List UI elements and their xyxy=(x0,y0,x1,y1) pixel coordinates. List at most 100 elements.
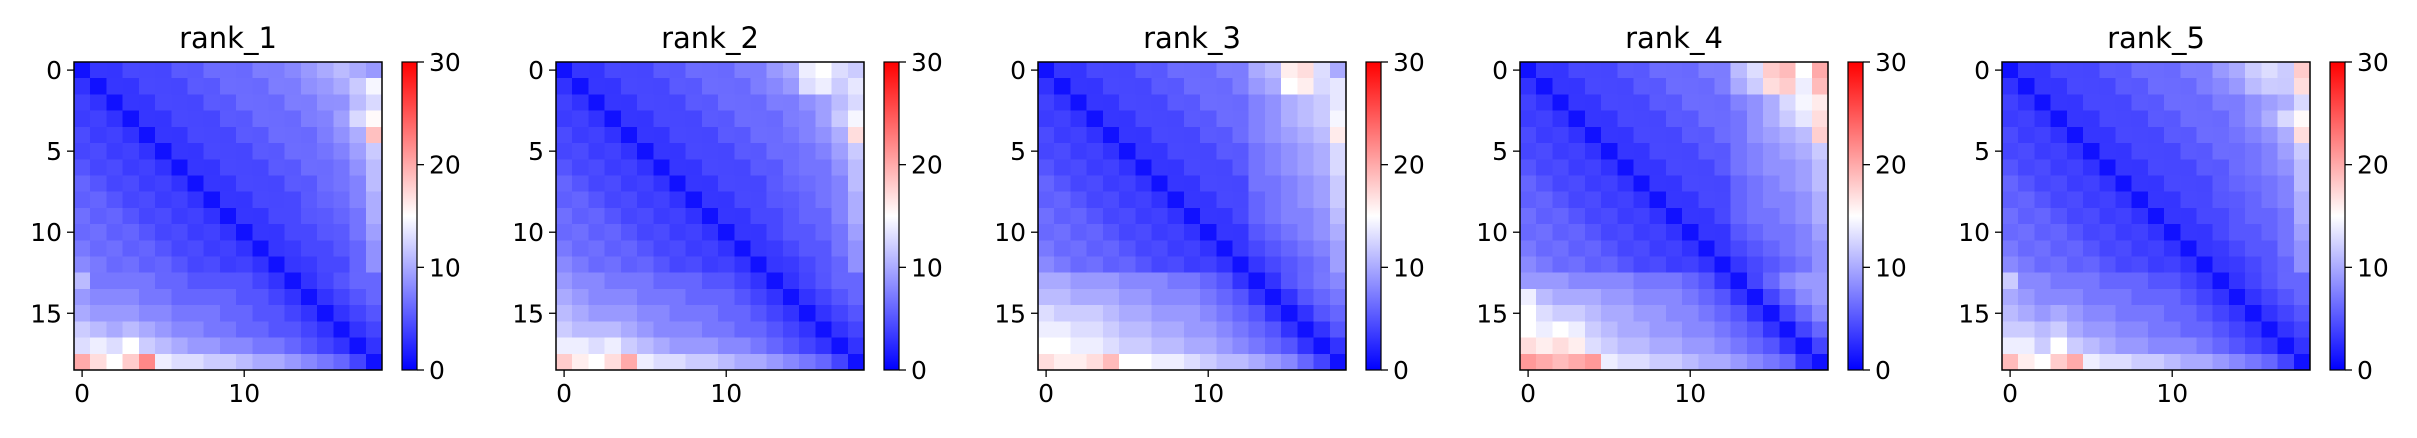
heatmap-cell xyxy=(2196,240,2214,258)
heatmap-cell xyxy=(349,353,367,371)
heatmap-cell xyxy=(1568,256,1586,274)
heatmap-cell xyxy=(1779,110,1797,128)
heatmap-cell xyxy=(1520,62,1537,79)
heatmap-cell xyxy=(1698,224,1716,241)
heatmap-cell xyxy=(1714,256,1732,274)
heatmap-cell xyxy=(2083,191,2100,209)
heatmap-cell xyxy=(74,126,91,144)
heatmap-cell xyxy=(1730,321,1748,339)
heatmap-cell xyxy=(187,353,205,371)
heatmap-cell xyxy=(1779,191,1797,209)
heatmap-cell xyxy=(171,337,189,355)
heatmap-cell xyxy=(1313,207,1331,225)
heatmap-cell xyxy=(1248,288,1266,306)
heatmap-cell xyxy=(1779,126,1797,144)
heatmap-cell xyxy=(2115,143,2133,160)
heatmap-cell xyxy=(1552,175,1570,193)
heatmap-cell xyxy=(2131,94,2149,112)
heatmap-cell xyxy=(2180,110,2198,128)
heatmap-cell xyxy=(2083,337,2100,355)
heatmap-cell xyxy=(556,256,573,274)
heatmap-cell xyxy=(1297,175,1315,193)
heatmap-cell xyxy=(1665,256,1683,274)
heatmap-cell xyxy=(685,321,703,339)
heatmap-cell xyxy=(1601,191,1618,209)
heatmap-cell xyxy=(604,272,622,290)
heatmap-cell xyxy=(317,78,334,96)
heatmap-cell xyxy=(1297,207,1315,225)
heatmap-cell xyxy=(203,321,221,339)
heatmap-cell xyxy=(556,126,573,144)
heatmap-cell xyxy=(1730,110,1748,128)
heatmap-cell xyxy=(2099,78,2117,96)
heatmap-cell xyxy=(1070,175,1088,193)
heatmap-cell xyxy=(90,143,108,160)
heatmap-cell xyxy=(1682,78,1699,96)
heatmap-cell xyxy=(799,159,816,177)
heatmap-cell xyxy=(2196,337,2214,355)
heatmap-cell xyxy=(1167,288,1185,306)
heatmap-cell xyxy=(138,288,156,306)
heatmap-cell xyxy=(74,62,91,79)
heatmap-cell xyxy=(2131,110,2149,128)
heatmap-cell xyxy=(284,78,302,96)
heatmap-cell xyxy=(2164,337,2181,355)
heatmap-cell xyxy=(219,224,237,241)
heatmap-cell xyxy=(572,224,590,241)
y-tick-label: 15 xyxy=(994,299,1026,328)
heatmap-cell xyxy=(1329,288,1347,306)
heatmap-cell xyxy=(333,94,351,112)
heatmap-cell xyxy=(1264,288,1282,306)
heatmap-cells xyxy=(74,62,383,371)
heatmap-cell xyxy=(1795,288,1813,306)
heatmap-cell xyxy=(122,353,140,371)
heatmap-cell xyxy=(2050,272,2068,290)
axes-frame xyxy=(73,61,383,371)
heatmap-cell xyxy=(1682,224,1699,241)
heatmap-cell xyxy=(2261,321,2279,339)
heatmap-cell xyxy=(2164,143,2181,160)
heatmap-cell xyxy=(155,224,172,241)
heatmap-cell xyxy=(2196,207,2214,225)
heatmap-cell xyxy=(718,321,735,339)
heatmap-cell xyxy=(171,240,189,258)
heatmap-cell xyxy=(1601,337,1618,355)
heatmap-cell xyxy=(203,94,221,112)
heatmap-cell xyxy=(1552,305,1570,322)
heatmap-cell xyxy=(1151,256,1169,274)
heatmap-cell xyxy=(572,256,590,274)
heatmap-cell xyxy=(1682,62,1699,79)
heatmap-cell xyxy=(2034,175,2052,193)
heatmap-cell xyxy=(365,110,383,128)
heatmap-cell xyxy=(556,175,573,193)
heatmap-cell xyxy=(1038,159,1055,177)
heatmap-cell xyxy=(2164,321,2181,339)
heatmap-cell xyxy=(317,207,334,225)
heatmap-cell xyxy=(284,110,302,128)
heatmap-cells xyxy=(556,62,865,371)
heatmap-cell xyxy=(669,126,687,144)
heatmap-cell xyxy=(653,78,671,96)
heatmap-cell xyxy=(1329,353,1347,371)
heatmap-cell xyxy=(1601,321,1618,339)
heatmap-cell xyxy=(1054,175,1072,193)
heatmap-cell xyxy=(171,175,189,193)
heatmap-cell xyxy=(669,175,687,193)
heatmap-cell xyxy=(1054,143,1072,160)
heatmap-cell xyxy=(1714,126,1732,144)
heatmap-cell xyxy=(1811,224,1829,241)
heatmap-cell xyxy=(333,321,351,339)
heatmap-cell xyxy=(90,207,108,225)
heatmap-cell xyxy=(1779,224,1797,241)
heatmap-cell xyxy=(1313,62,1331,79)
heatmap-cell xyxy=(1520,126,1537,144)
heatmap-cell xyxy=(1038,94,1055,112)
heatmap-cell xyxy=(1536,78,1554,96)
heatmap-cell xyxy=(138,305,156,322)
heatmap-cell xyxy=(669,78,687,96)
heatmap-cell xyxy=(1313,321,1331,339)
heatmap-cell xyxy=(588,256,606,274)
heatmap-cell xyxy=(2131,62,2149,79)
heatmap-cell xyxy=(252,337,270,355)
heatmap-cell xyxy=(2277,224,2295,241)
